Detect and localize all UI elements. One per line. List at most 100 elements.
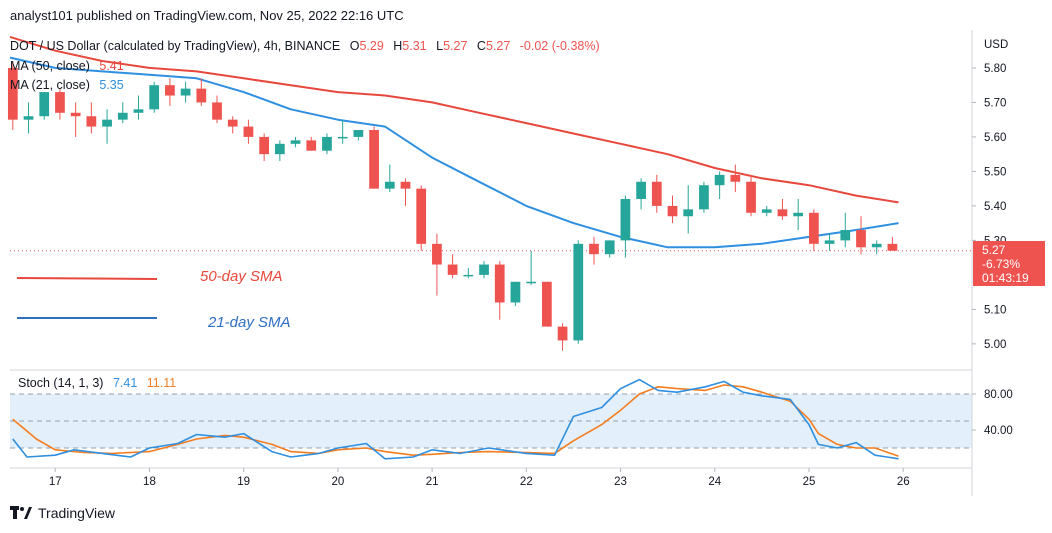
legend-stoch: Stoch (14, 1, 3) 7.41 11.11 — [18, 376, 176, 390]
candle — [824, 233, 835, 251]
ma21-line — [9, 56, 899, 249]
candle — [7, 61, 18, 131]
candle-body — [840, 230, 851, 241]
candle — [510, 281, 521, 306]
candle-body — [447, 264, 458, 275]
candle-body — [39, 92, 50, 117]
candle — [840, 212, 851, 248]
price-chart[interactable]: 5.805.705.605.505.405.305.105.0017181920… — [0, 28, 1052, 500]
candle-body — [573, 243, 584, 341]
candle — [23, 102, 34, 134]
candle — [196, 78, 207, 106]
sma21-annotation: 21-day SMA — [207, 314, 291, 331]
candle-body — [55, 92, 65, 113]
candle-body — [23, 116, 34, 120]
candle — [149, 81, 160, 113]
candle — [322, 133, 332, 155]
x-tick-label: 26 — [897, 476, 910, 488]
candle — [369, 126, 379, 189]
x-tick-label: 19 — [237, 476, 250, 488]
candle — [337, 119, 348, 144]
candle — [479, 261, 489, 279]
currency-label: USD — [984, 39, 1008, 51]
candle-body — [746, 181, 756, 213]
candle — [432, 233, 442, 296]
candle-body — [651, 181, 662, 206]
candle — [400, 178, 411, 206]
candle — [856, 216, 866, 255]
last-price-change: -6.73% — [982, 257, 1020, 271]
candle — [808, 209, 819, 251]
candle-body — [117, 112, 128, 120]
candle — [227, 116, 238, 134]
candle-body — [180, 88, 191, 96]
candle — [180, 81, 191, 103]
candle — [557, 323, 568, 351]
y-tick-label: 5.00 — [984, 339, 1006, 351]
candle — [730, 164, 741, 193]
x-tick-label: 20 — [331, 476, 344, 488]
candle — [86, 102, 97, 134]
candle-body — [526, 281, 537, 284]
candle — [117, 102, 128, 124]
candle — [447, 254, 458, 279]
candle-body — [274, 143, 285, 155]
candle-body — [510, 281, 521, 303]
candle-body — [730, 174, 741, 182]
stoch-tick-label: 80.00 — [984, 389, 1013, 401]
candle — [70, 102, 81, 137]
candle-body — [369, 130, 379, 189]
candle — [526, 250, 537, 286]
candle — [55, 88, 65, 120]
candle-body — [133, 109, 144, 113]
candle-body — [683, 209, 694, 217]
candle-body — [290, 140, 301, 144]
last-price-value: 5.27 — [982, 243, 1006, 257]
last-price-label: 5.27 -6.73% 01:43:19 — [973, 241, 1045, 286]
candle — [699, 181, 709, 213]
candle — [636, 178, 646, 210]
candles — [7, 61, 898, 351]
candle — [589, 236, 599, 265]
sma50-legend-line — [16, 277, 158, 280]
stoch-tick-label: 40.00 — [984, 425, 1013, 437]
candle-body — [557, 326, 568, 341]
candle — [871, 240, 882, 255]
brand-name: TradingView — [38, 505, 116, 521]
y-tick-label: 5.10 — [984, 304, 1006, 316]
publish-header: analyst101 published on TradingView.com,… — [10, 8, 404, 23]
candle-body — [589, 243, 599, 255]
candle — [306, 136, 317, 151]
sma50-annotation: 50-day SMA — [200, 268, 283, 285]
candle — [793, 199, 804, 231]
candle — [573, 240, 584, 344]
x-tick-label: 18 — [143, 476, 156, 488]
candle-body — [871, 243, 882, 248]
ma50-line — [9, 35, 899, 204]
stoch-k-line — [12, 378, 899, 460]
legend-symbol: DOT / US Dollar (calculated by TradingVi… — [10, 39, 600, 53]
candle-body — [322, 136, 332, 151]
candle-body — [102, 119, 112, 127]
bar-countdown: 01:43:19 — [982, 271, 1029, 285]
candle-body — [337, 136, 348, 139]
candle-body — [306, 140, 317, 151]
candle — [243, 119, 254, 144]
candle — [212, 95, 222, 124]
candle-body — [463, 274, 474, 277]
candle — [102, 109, 112, 144]
candle-body — [808, 212, 819, 244]
stochastic-oscillator — [10, 378, 972, 460]
x-tick-label: 24 — [708, 476, 721, 488]
candle-body — [259, 136, 270, 155]
candle — [620, 195, 631, 258]
candle — [667, 195, 678, 224]
candle — [541, 281, 552, 327]
candle — [683, 185, 694, 234]
candle-body — [793, 212, 804, 217]
candle-body — [432, 243, 442, 265]
legend-ma21: MA (21, close) 5.35 — [10, 78, 124, 92]
y-tick-label: 5.60 — [984, 132, 1006, 144]
candle — [746, 174, 756, 217]
candle-body — [887, 243, 898, 251]
